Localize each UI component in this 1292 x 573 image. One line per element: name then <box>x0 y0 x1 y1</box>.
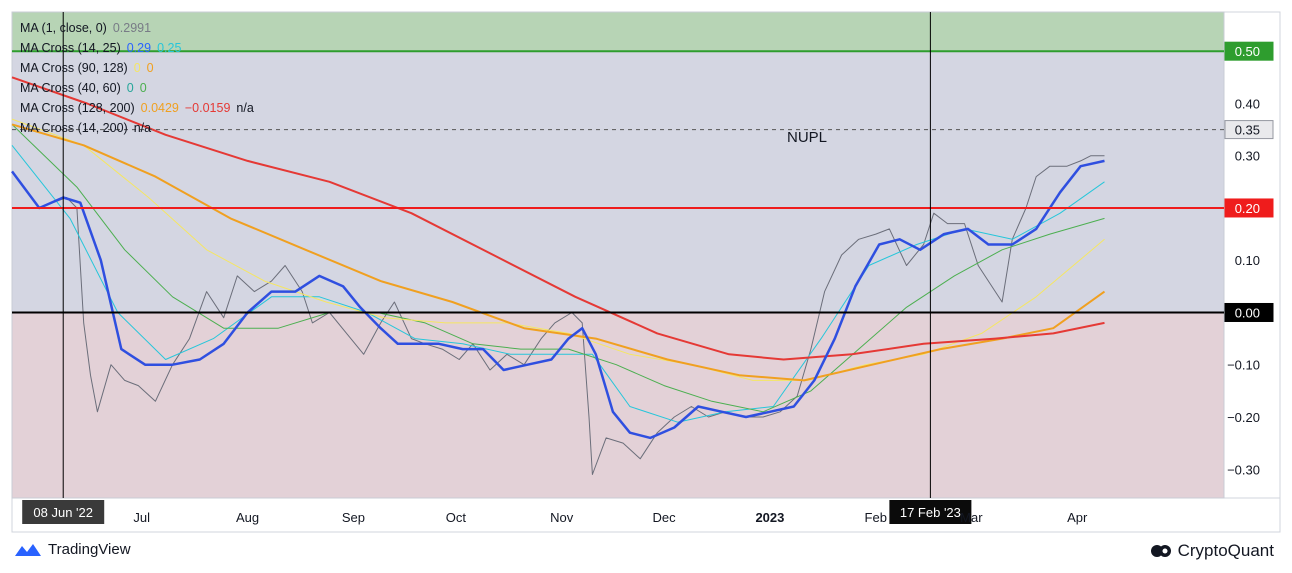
legend-value: 0 <box>146 61 154 75</box>
zone-band-1 <box>12 51 1224 313</box>
x-tick-label-2: Sep <box>342 510 365 525</box>
series-line-2 <box>11 124 1105 413</box>
level-label-bg-0 <box>1224 41 1274 61</box>
level-label-3: 0.00 <box>1235 305 1260 320</box>
x-tick-label-5: Dec <box>653 510 677 525</box>
legend-label: MA Cross (14, 25) <box>20 41 121 55</box>
crosshair-lines: 08 Jun '22 17 Feb '23 <box>22 12 972 524</box>
zone-bands <box>11 11 1281 533</box>
tradingview-label: TradingView <box>48 541 131 558</box>
legend-value: 0.0429 <box>140 101 179 115</box>
series-line-5 <box>11 76 1105 361</box>
legend-value: 0.29 <box>126 41 152 55</box>
y-tick-label-7: 0.40 <box>1235 96 1260 111</box>
legend-value: −0.0159 <box>184 101 231 115</box>
y-axis-panel <box>1223 11 1281 499</box>
y-tick-label-2: −0.10 <box>1227 358 1260 373</box>
legend-row-2: MA Cross (90, 128) 0 0 <box>20 58 260 78</box>
legend-value: 0 <box>133 61 141 75</box>
x-tick-label-0: Jul <box>133 510 150 525</box>
crosshair-label-0: 08 Jun '22 <box>33 505 93 520</box>
level-label-bg-3 <box>1224 302 1274 322</box>
zone-band-0 <box>12 12 1224 52</box>
tradingview-brand[interactable]: TradingView <box>14 541 131 558</box>
legend-row-3: MA Cross (40, 60) 0 0 <box>20 78 260 98</box>
plot-frame <box>11 11 1225 499</box>
y-tick-label-1: −0.20 <box>1227 410 1260 425</box>
legend-label: MA Cross (40, 60) <box>20 81 121 95</box>
y-tick-label-0: −0.30 <box>1227 462 1260 477</box>
x-tick-label-9: Apr <box>1067 510 1088 525</box>
legend-row-4: MA Cross (128, 200) 0.0429 −0.0159 n/a <box>20 98 260 118</box>
legend-value: n/a <box>236 101 254 115</box>
level-label-bg-2 <box>1224 198 1274 218</box>
legend-label: MA (1, close, 0) <box>20 21 107 35</box>
series-lines <box>10 76 1106 475</box>
level-label-2: 0.20 <box>1235 201 1260 216</box>
level-label-0: 0.50 <box>1235 44 1260 59</box>
legend-row-5: MA Cross (14, 200) n/a <box>20 118 260 138</box>
legend-value: n/a <box>133 121 152 135</box>
cryptoquant-label: CryptoQuant <box>1177 541 1274 560</box>
indicator-legend: MA (1, close, 0) 0.2991 MA Cross (14, 25) 0… <box>20 18 260 138</box>
series-line-4 <box>11 123 1106 382</box>
crosshair-badge-1 <box>889 500 972 524</box>
legend-row-1: MA Cross (14, 25) 0.29 0.25 <box>20 38 260 58</box>
cryptoquant-logo-icon <box>1150 545 1171 557</box>
y-tick-label-4: 0.10 <box>1235 253 1260 268</box>
x-tick-label-4: Nov <box>550 510 574 525</box>
y-tick-label-6: 0.30 <box>1235 149 1260 164</box>
legend-label: MA Cross (14, 200) <box>20 121 128 135</box>
legend-value: 0.25 <box>157 41 182 55</box>
x-tick-label-7: Feb <box>865 510 887 525</box>
x-axis-panel <box>11 497 1281 533</box>
level-lines <box>12 50 1224 314</box>
x-tick-label-3: Oct <box>446 510 467 525</box>
legend-label: MA Cross (128, 200) <box>20 101 135 115</box>
cryptoquant-brand[interactable]: CryptoQuant <box>1150 541 1274 561</box>
series-line-3 <box>11 118 1105 381</box>
legend-value: 0 <box>126 81 134 95</box>
tradingview-logo-icon <box>15 543 41 556</box>
legend-row-0: MA (1, close, 0) 0.2991 <box>20 18 260 38</box>
series-line-1 <box>11 144 1105 423</box>
legend-label: MA Cross (90, 128) <box>20 61 128 75</box>
crosshair-badge-0 <box>22 500 105 524</box>
zone-band-2 <box>12 312 1224 498</box>
series-line-0 <box>39 155 1105 475</box>
crosshair-label-1: 17 Feb '23 <box>900 505 961 520</box>
x-tick-label-1: Aug <box>236 510 259 525</box>
x-axis: Jul Aug Sep Oct Nov Dec 2023 Feb Mar Apr <box>133 510 1088 525</box>
level-label-bg-1 <box>1224 120 1274 140</box>
legend-value: 0 <box>139 81 147 95</box>
x-tick-label-6: 2023 <box>755 510 784 525</box>
level-label-1: 0.35 <box>1235 123 1260 138</box>
legend-value: 0.2991 <box>112 21 152 35</box>
x-tick-label-8: Mar <box>960 510 983 525</box>
y-axis: 0.50 0.35 0.20 0.00 −0.30 −0.20 −0.10 0.10 0.30 0… <box>1224 41 1274 477</box>
series-line-6 <box>10 159 1105 440</box>
chart-title: NUPL <box>787 129 827 146</box>
